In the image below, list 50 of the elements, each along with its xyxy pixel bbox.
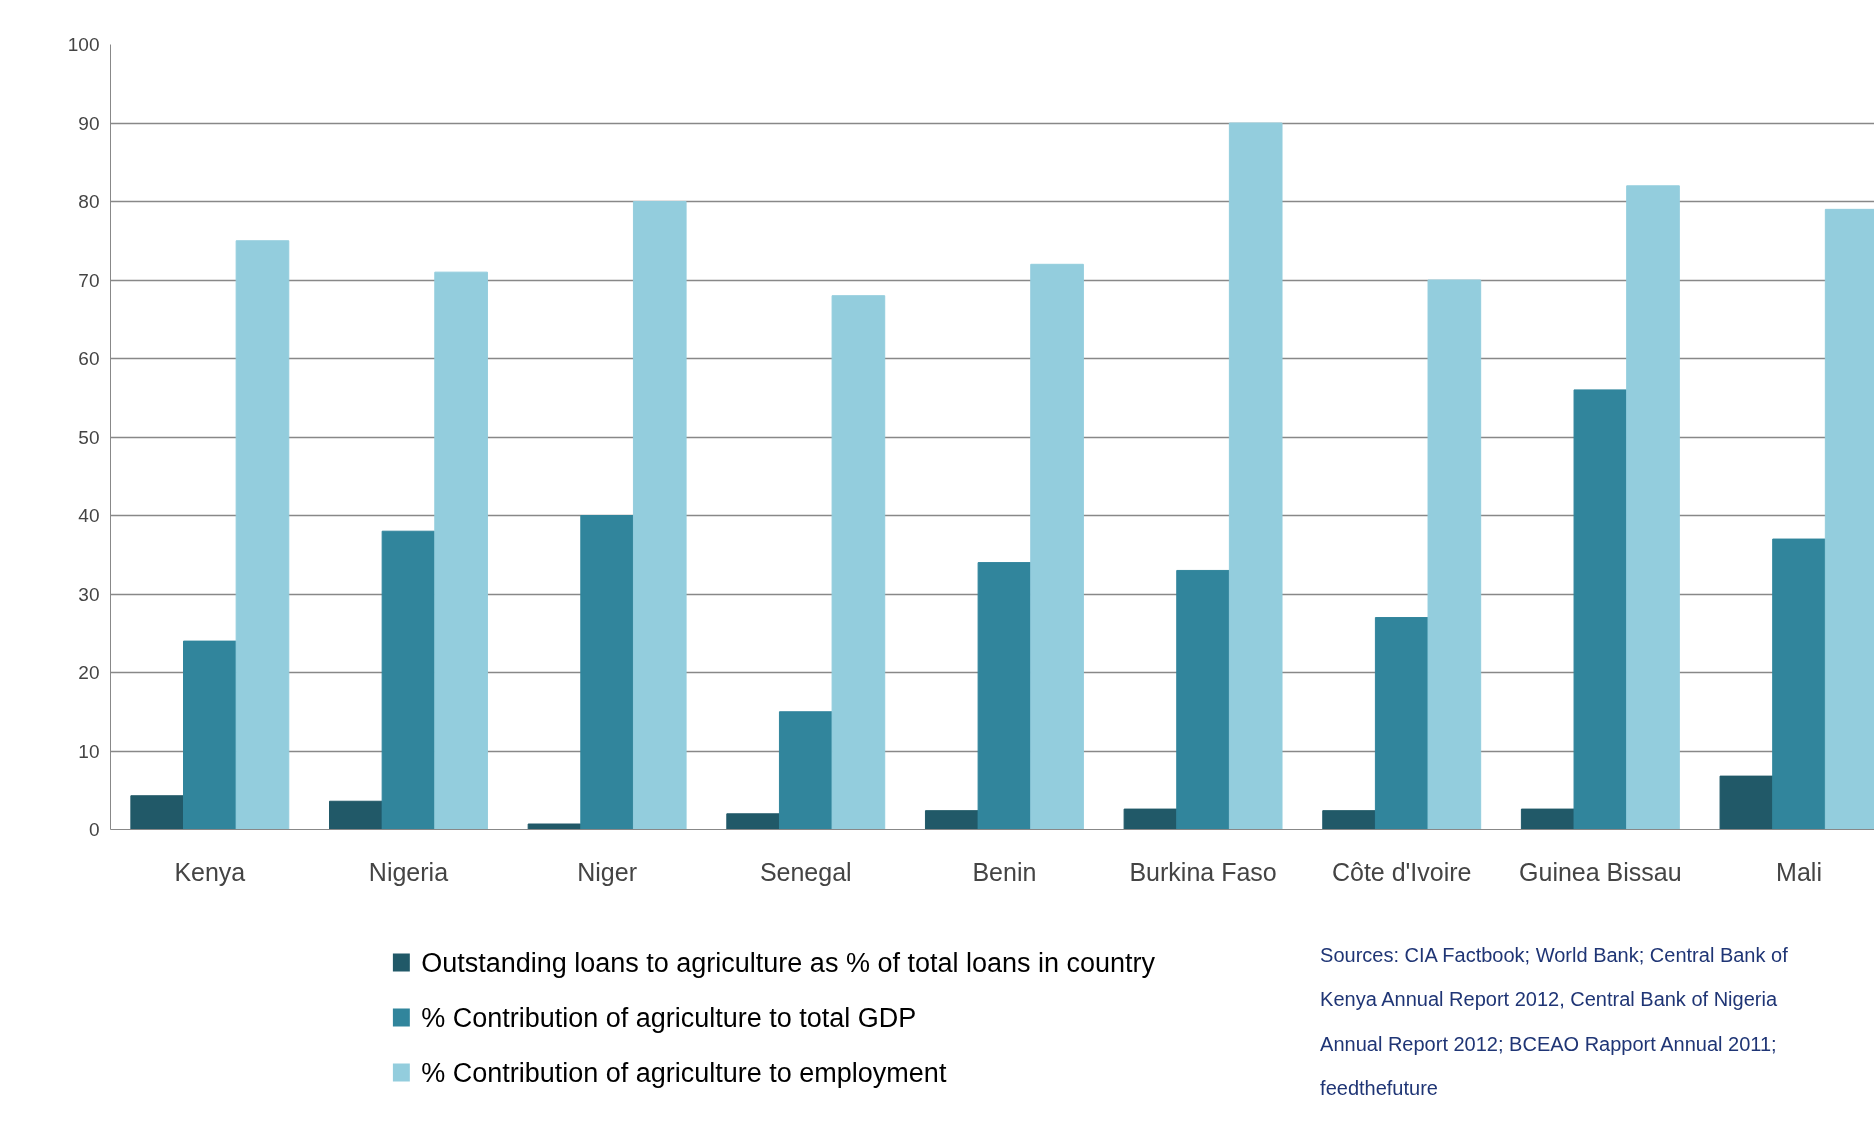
bar bbox=[632, 201, 687, 830]
y-tick-label: 30 bbox=[78, 583, 100, 605]
bar bbox=[183, 640, 237, 830]
bar bbox=[977, 562, 1032, 830]
bar bbox=[1374, 617, 1429, 830]
bar bbox=[329, 800, 383, 830]
y-tick-label: 70 bbox=[78, 269, 100, 291]
bar bbox=[1719, 775, 1774, 830]
y-tick-label: 90 bbox=[78, 112, 100, 134]
bar bbox=[1427, 279, 1482, 830]
bar bbox=[924, 810, 979, 830]
y-tick-label: 0 bbox=[88, 819, 100, 840]
bar bbox=[580, 515, 634, 830]
source-note: Sources: CIA Factbook; World Bank; Central Bank of Kenya Annual Report 2012, Central Bank of Nigeria Annual Report 2012; BCEAO Rapport Annual 2011; feedthefuture bbox=[1320, 943, 1789, 1099]
bar bbox=[1030, 263, 1084, 830]
bar bbox=[527, 823, 582, 830]
x-tick-label: Côte d'Ivoire bbox=[1331, 857, 1472, 886]
bar bbox=[1176, 569, 1230, 830]
bar bbox=[1573, 389, 1628, 830]
bar bbox=[130, 795, 184, 830]
y-tick-label: 100 bbox=[67, 34, 100, 55]
legend-label: % Contribution of agriculture to employment bbox=[421, 1057, 947, 1088]
y-tick-label: 10 bbox=[78, 740, 100, 762]
x-tick-label: Senegal bbox=[759, 857, 852, 886]
x-tick-label: Mali bbox=[1776, 857, 1822, 886]
bar bbox=[726, 813, 780, 830]
bar bbox=[778, 711, 833, 830]
bar bbox=[1322, 810, 1376, 830]
bar bbox=[1626, 185, 1680, 830]
legend-label: Outstanding loans to agriculture as % of total loans in country bbox=[421, 947, 1156, 978]
bar bbox=[1228, 122, 1283, 830]
x-tick-label: Niger bbox=[577, 857, 637, 886]
bar bbox=[235, 240, 290, 830]
y-tick-label: 80 bbox=[78, 191, 100, 212]
bar bbox=[831, 295, 886, 830]
x-tick-label: Benin bbox=[972, 857, 1037, 886]
y-tick-label: 20 bbox=[78, 662, 100, 683]
y-tick-label: 40 bbox=[78, 505, 100, 526]
legend-label: % Contribution of agriculture to total GDP bbox=[421, 1002, 917, 1033]
bar bbox=[1520, 808, 1575, 830]
y-tick-label: 50 bbox=[78, 426, 100, 448]
x-tick-label: Guinea Bissau bbox=[1519, 857, 1682, 886]
bar bbox=[1123, 808, 1178, 830]
x-tick-label: Burkina Faso bbox=[1129, 857, 1277, 886]
x-tick-label: Nigeria bbox=[368, 857, 449, 886]
bar bbox=[381, 530, 436, 830]
y-tick-label: 60 bbox=[78, 348, 100, 369]
x-tick-label: Kenya bbox=[174, 857, 246, 886]
bar bbox=[434, 271, 488, 830]
bar bbox=[1772, 538, 1826, 830]
